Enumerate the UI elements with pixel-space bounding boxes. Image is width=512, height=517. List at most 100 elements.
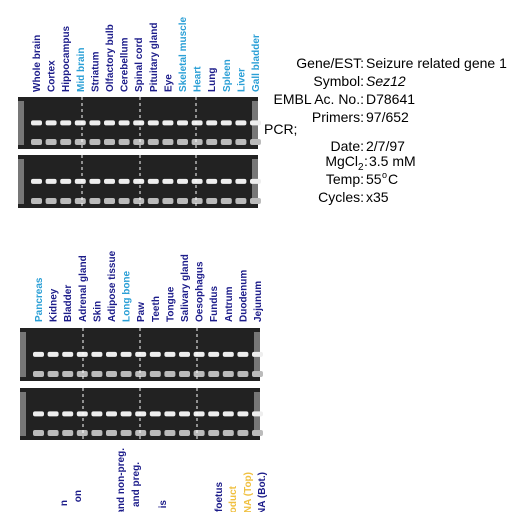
band: [252, 411, 263, 417]
primer-band: [164, 371, 176, 377]
primer-band: [133, 198, 145, 204]
lane-label: Striatum: [90, 51, 101, 92]
info-value: Sez12: [366, 73, 406, 89]
primer-band: [60, 198, 72, 204]
band: [237, 411, 249, 417]
primer-band: [208, 371, 220, 377]
lane-label: Skeletal muscle: [178, 17, 189, 92]
lane-label: and non-preg.: [116, 448, 127, 512]
primer-band: [74, 139, 86, 145]
primer-band: [191, 198, 203, 204]
primer-band: [237, 371, 249, 377]
band: [118, 120, 130, 126]
band: [104, 178, 115, 184]
lane-label: Teeth: [151, 296, 162, 322]
primer-band: [252, 430, 263, 436]
primer-band: [31, 139, 42, 145]
primer-band: [179, 430, 190, 436]
ladder: [20, 392, 26, 436]
band: [62, 351, 74, 357]
ladder: [18, 159, 24, 204]
lane-label: Lung: [207, 68, 218, 92]
lane-label: Adipose tissue: [107, 250, 118, 322]
primer-band: [250, 198, 261, 204]
primer-band: [208, 430, 220, 436]
band: [45, 178, 57, 184]
band: [177, 120, 188, 126]
lane-label: Hippocampus: [61, 25, 72, 92]
info-key: Symbol:: [313, 73, 364, 89]
band: [235, 178, 247, 184]
band: [106, 411, 117, 417]
band: [120, 351, 132, 357]
lane-label: Olfactory bulb: [105, 24, 116, 92]
lane-label: Duodenum: [238, 270, 249, 322]
primer-band: [235, 198, 247, 204]
primer-band: [89, 198, 101, 204]
info-key: 2: [358, 162, 364, 173]
band: [149, 411, 161, 417]
lane-label: Cerebellum: [120, 37, 131, 92]
band: [89, 178, 101, 184]
primer-band: [135, 371, 147, 377]
band: [179, 411, 190, 417]
lane-label: Eye: [163, 74, 174, 92]
band: [91, 411, 103, 417]
primer-band: [206, 139, 218, 145]
lane-label: Salivary gland: [180, 254, 191, 322]
lane-label: Antrum: [224, 286, 235, 322]
primer-band: [45, 198, 57, 204]
lane-label: Bladder: [63, 285, 74, 322]
info-block: Gene/EST: Seizure related gene 1 Symbol:…: [264, 55, 507, 205]
info-key: Primers:: [312, 109, 364, 125]
band: [76, 411, 88, 417]
band: [118, 178, 130, 184]
band: [250, 120, 261, 126]
lane-label: Fundus: [209, 285, 220, 322]
band: [235, 120, 247, 126]
info-key: MgCl: [325, 153, 358, 169]
band: [206, 120, 218, 126]
band: [74, 120, 86, 126]
primer-band: [47, 371, 59, 377]
band: [164, 351, 176, 357]
lane-label: NA (Bot.): [257, 472, 268, 512]
band: [177, 178, 188, 184]
band: [33, 411, 44, 417]
band: [60, 120, 72, 126]
info-value: C: [388, 171, 398, 187]
lane-label: Spleen: [222, 59, 233, 92]
ladder: [20, 332, 26, 377]
ladder: [18, 101, 24, 145]
lane-label: oduct: [228, 485, 239, 512]
lane-label: Gall bladder: [251, 34, 262, 92]
lane-label: Skin: [92, 301, 103, 322]
primer-band: [104, 198, 115, 204]
band: [191, 178, 203, 184]
primer-band: [177, 139, 188, 145]
info-value: Seizure related gene 1: [366, 55, 507, 71]
lane-label: Adrenal gland: [78, 255, 89, 322]
info-value: 2/7/97: [366, 138, 405, 154]
primer-band: [62, 371, 74, 377]
lane-label: Liver: [236, 68, 247, 92]
lane-label: on: [73, 490, 84, 502]
primer-band: [76, 430, 88, 436]
band: [89, 120, 101, 126]
lane-label: Tongue: [165, 286, 176, 322]
primer-band: [193, 430, 205, 436]
info-key: PCR;: [264, 121, 297, 137]
primer-band: [179, 371, 190, 377]
band: [91, 351, 103, 357]
primer-band: [45, 139, 57, 145]
primer-band: [147, 198, 159, 204]
band: [193, 351, 205, 357]
info-value: 55: [366, 171, 382, 187]
lane-label: Paw: [136, 302, 147, 322]
primer-band: [237, 430, 249, 436]
info-key: EMBL Ac. No.:: [273, 91, 364, 107]
band: [45, 120, 57, 126]
lane-label: Jejunum: [253, 281, 264, 322]
primer-band: [76, 371, 88, 377]
